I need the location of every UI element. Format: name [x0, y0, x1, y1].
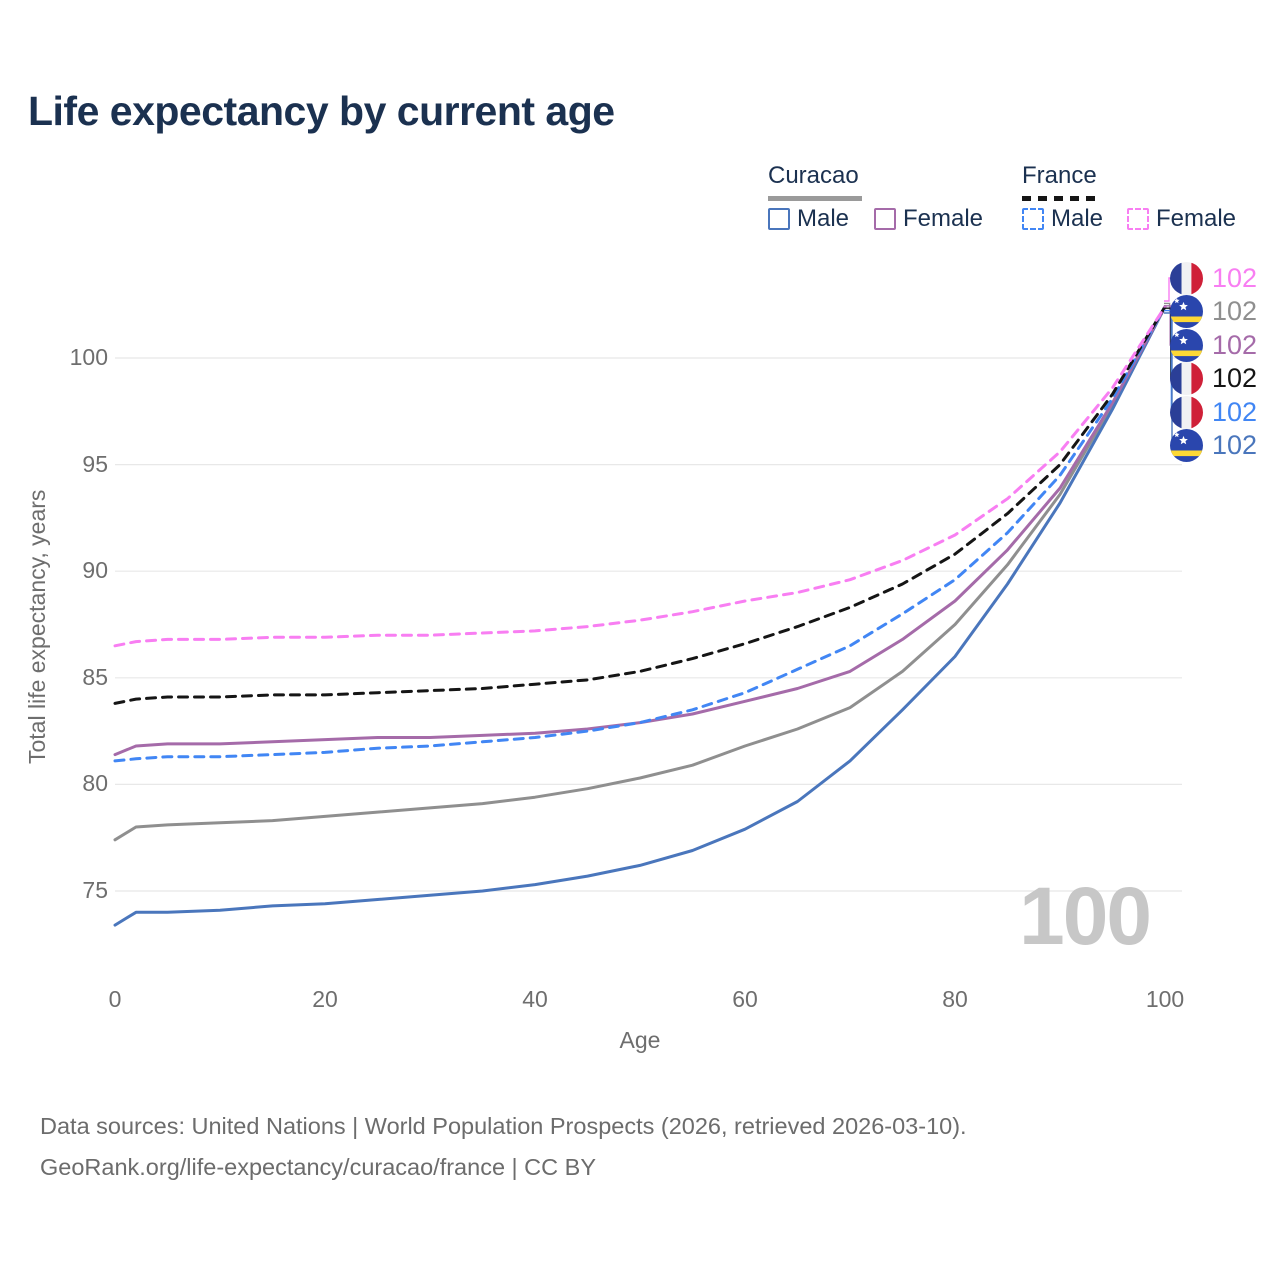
france-flag-icon — [1170, 395, 1203, 429]
legend-swatch-icon — [1127, 208, 1149, 230]
end-label-france_male: 102 — [1170, 395, 1257, 429]
france-flag-icon — [1170, 362, 1203, 395]
legend-swatch-icon — [768, 208, 790, 230]
y-tick-label: 75 — [82, 877, 108, 903]
end-label-curacao_female: 102 — [1170, 328, 1257, 362]
legend-item-label: Female — [903, 205, 984, 232]
footer-attribution: GeoRank.org/life-expectancy/curacao/fran… — [40, 1154, 597, 1180]
y-axis-title: Total life expectancy, years — [24, 489, 50, 765]
end-value: 102 — [1212, 296, 1258, 326]
x-tick-label: 100 — [1145, 986, 1185, 1012]
x-axis-title: Age — [619, 1027, 661, 1053]
legend-group-france[interactable]: France — [1022, 162, 1097, 189]
france-flag-icon — [1170, 261, 1203, 295]
x-tick-label: 0 — [108, 986, 122, 1012]
legend-curacao-male[interactable]: Male — [768, 206, 849, 232]
x-tick-label: 20 — [312, 986, 338, 1012]
curacao-flag-icon — [1170, 295, 1203, 328]
series-curacao_both — [113, 305, 1167, 842]
legend-swatch-icon — [1022, 208, 1044, 230]
end-label-france_female: 102 — [1170, 261, 1257, 295]
legend-item-label: Male — [1051, 205, 1104, 232]
legend-curacao-female[interactable]: Female — [874, 206, 983, 232]
legend-swatch-icon — [874, 208, 896, 230]
footer: Data sources: United Nations | World Pop… — [40, 1106, 967, 1188]
footer-sources: Data sources: United Nations | World Pop… — [40, 1113, 967, 1139]
y-tick-label: 85 — [82, 663, 108, 690]
end-label-curacao_both: 102 — [1170, 295, 1257, 329]
chart-title: Life expectancy by current age — [28, 88, 615, 134]
legend-france-female[interactable]: Female — [1127, 206, 1236, 232]
legend-group-curacao[interactable]: Curacao — [768, 162, 859, 189]
legend-france-male[interactable]: Male — [1022, 206, 1103, 232]
end-value: 102 — [1212, 363, 1258, 393]
age-frame-counter: 100 — [1019, 871, 1152, 962]
x-tick-label: 60 — [732, 986, 758, 1012]
y-tick-label: 80 — [82, 770, 108, 797]
y-tick-label: 90 — [82, 557, 108, 584]
curacao-flag-icon — [1170, 328, 1203, 362]
legend-linestyle-sample-curacao — [768, 196, 862, 201]
legend-item-label: Male — [797, 205, 850, 232]
end-value: 102 — [1212, 430, 1258, 460]
x-tick-label: 80 — [942, 986, 968, 1012]
series-france_both — [113, 305, 1167, 705]
end-value: 102 — [1212, 262, 1258, 293]
legend-item-label: Female — [1156, 205, 1237, 232]
end-label-curacao_male: 102 — [1170, 429, 1257, 463]
series-france_female — [113, 305, 1167, 648]
end-value: 102 — [1212, 396, 1258, 427]
legend-linestyle-sample-france — [1022, 196, 1098, 201]
end-label-france_both: 102 — [1170, 362, 1257, 396]
y-tick-label: 100 — [69, 344, 108, 370]
x-tick-label: 40 — [522, 986, 548, 1012]
curacao-flag-icon — [1170, 429, 1203, 462]
series-france_male — [113, 305, 1167, 763]
end-value: 102 — [1212, 329, 1258, 360]
y-tick-label: 95 — [82, 450, 108, 477]
series-curacao_male — [113, 305, 1167, 927]
